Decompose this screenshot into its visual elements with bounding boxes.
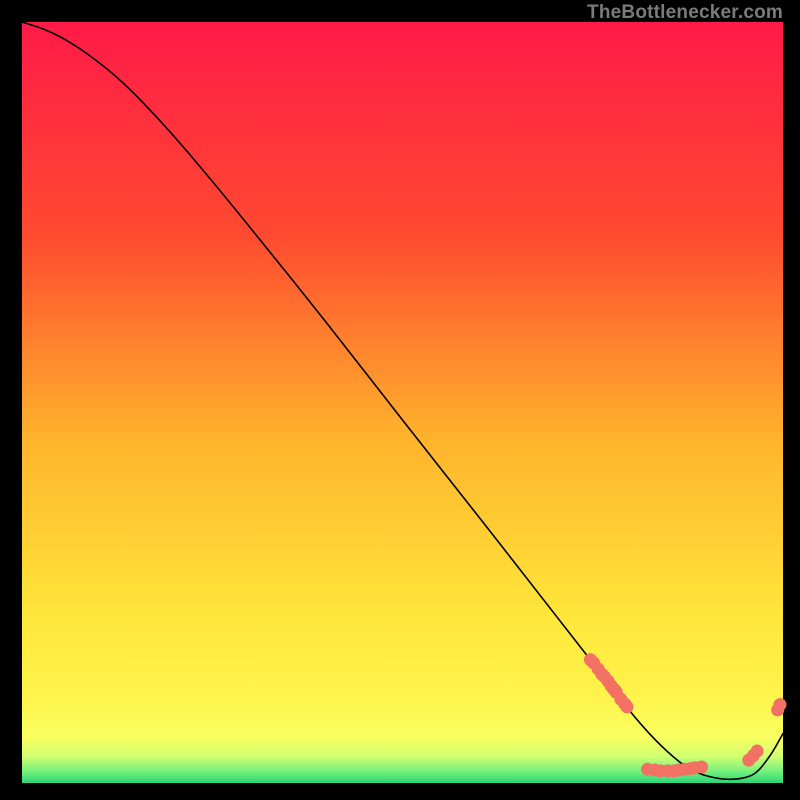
bottom-marker [695,761,708,774]
bottom-marker-group [584,653,786,777]
curve-line [22,22,783,779]
bottom-marker [751,745,764,758]
plot-area [22,22,783,783]
chart-svg [22,22,783,783]
figure-stage: TheBottlenecker.com [0,0,800,800]
watermark-text: TheBottlenecker.com [587,2,783,24]
bottom-marker [621,700,634,713]
bottom-marker [773,698,786,711]
